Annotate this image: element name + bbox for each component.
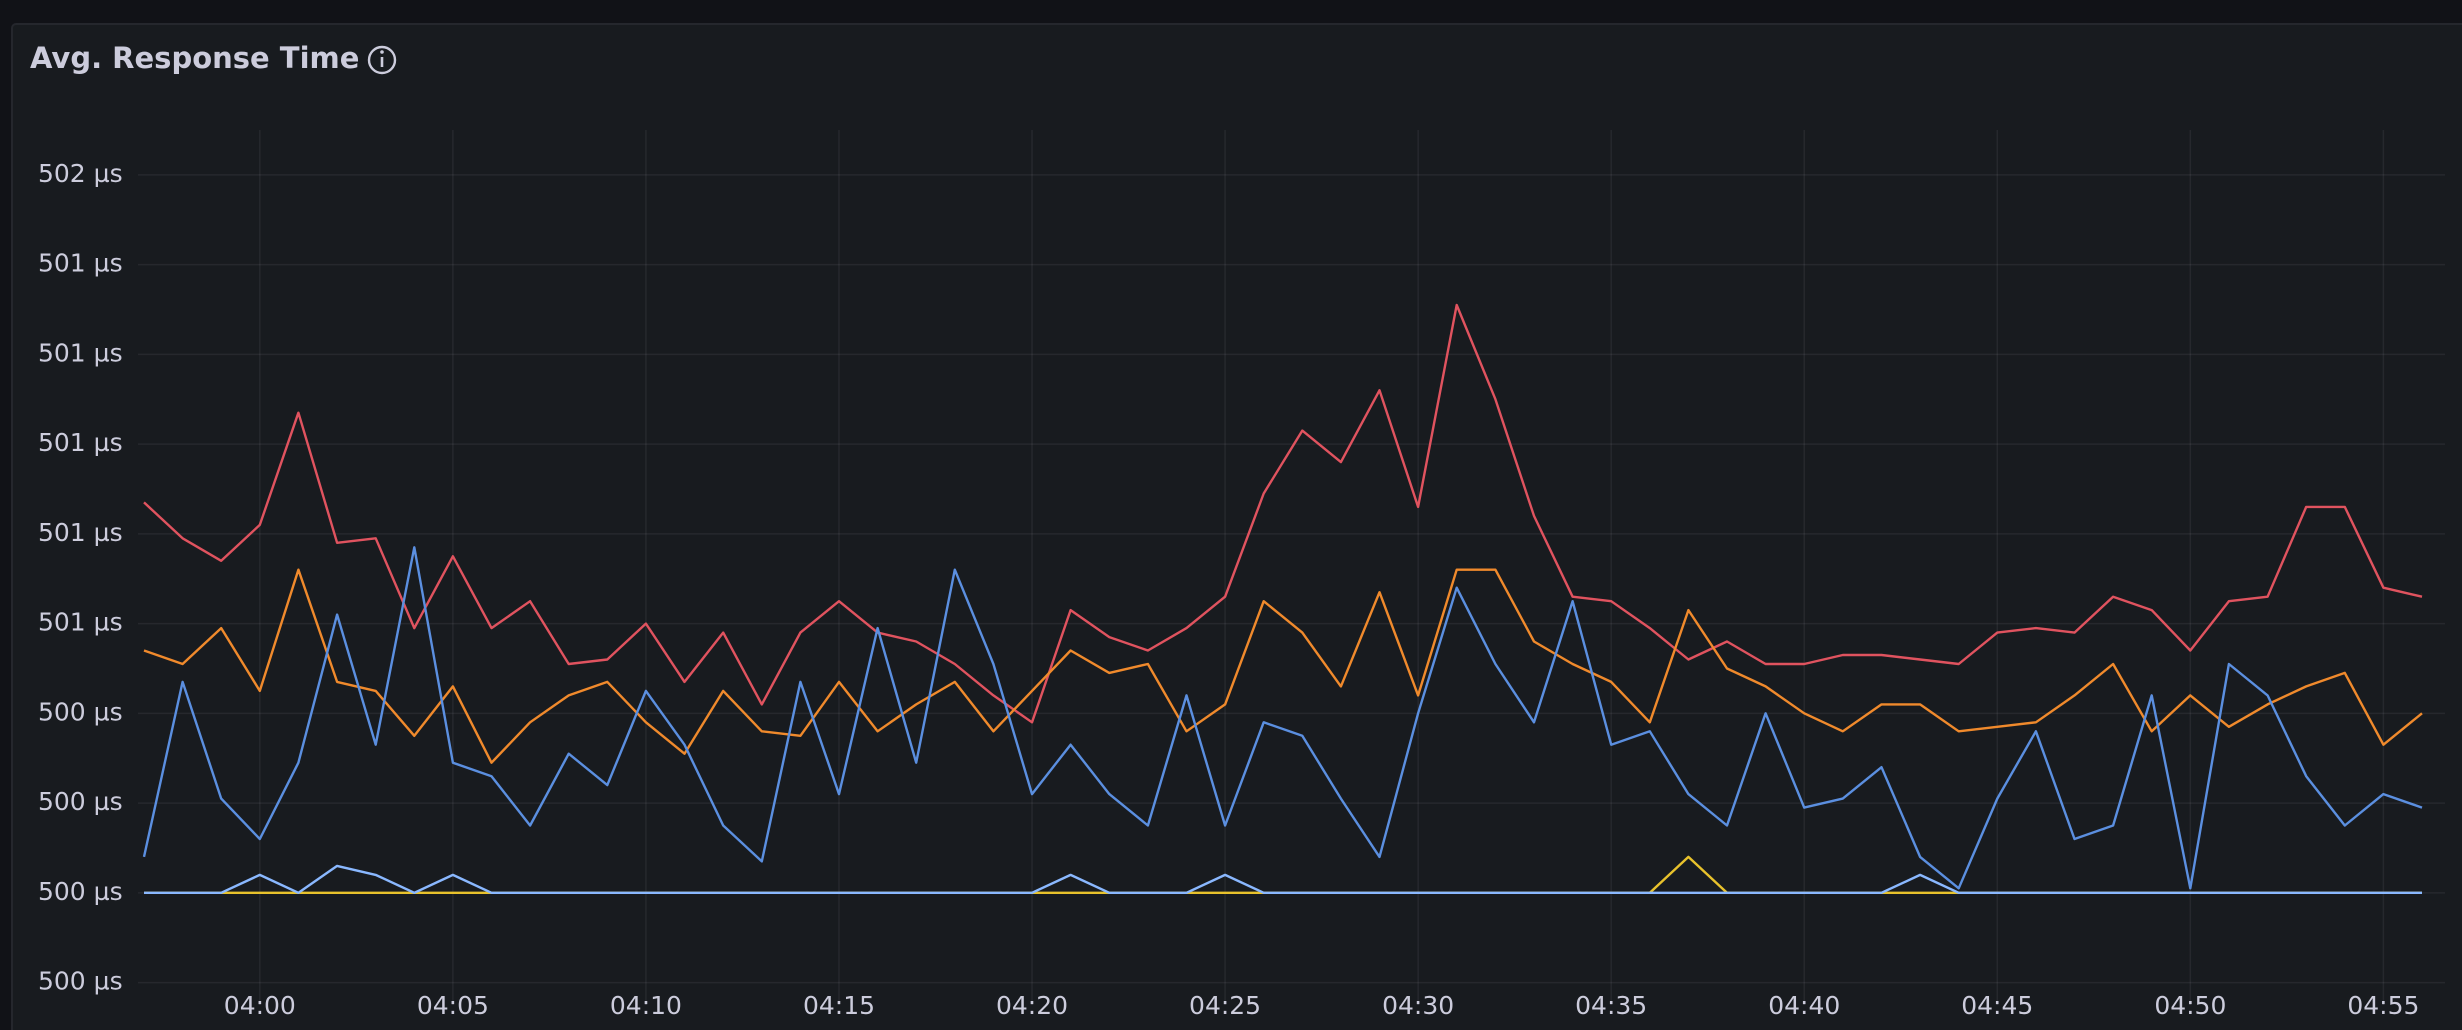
y-tick-label: 501 µs: [38, 608, 123, 637]
x-tick-label: 04:10: [610, 991, 682, 1020]
x-tick-label: 04:00: [224, 991, 296, 1020]
series-line: [143, 568, 2423, 764]
x-tick-label: 04:20: [996, 991, 1068, 1020]
x-tick-label: 04:30: [1382, 991, 1454, 1020]
y-tick-label: 500 µs: [38, 967, 123, 996]
series-line: [142, 546, 2423, 890]
x-tick-label: 04:15: [803, 991, 875, 1020]
y-tick-label: 501 µs: [38, 428, 123, 457]
panel-background: [11, 23, 2462, 1030]
x-tick-label: 04:35: [1575, 991, 1647, 1020]
y-tick-label: 500 µs: [38, 697, 123, 726]
x-tick-label: 04:50: [2154, 991, 2226, 1020]
y-tick-label: 501 µs: [38, 338, 123, 367]
y-tick-label: 501 µs: [38, 518, 123, 547]
info-icon[interactable]: [367, 45, 397, 75]
series-line: [143, 303, 2423, 724]
y-tick-label: 501 µs: [38, 249, 123, 278]
info-dot: [380, 50, 384, 54]
info-circle: [367, 45, 397, 75]
x-tick-label: 04:05: [417, 991, 489, 1020]
y-tick-label: 500 µs: [38, 787, 123, 816]
x-tick-label: 04:40: [1768, 991, 1840, 1020]
x-tick-label: 04:25: [1189, 991, 1261, 1020]
x-tick-label: 04:45: [1961, 991, 2033, 1020]
y-tick-label: 500 µs: [38, 877, 123, 906]
panel-title: Avg. Response Time: [30, 41, 359, 75]
series-line: [144, 864, 2422, 894]
y-tick-label: 502 µs: [38, 159, 123, 188]
x-tick-label: 04:55: [2347, 991, 2419, 1020]
